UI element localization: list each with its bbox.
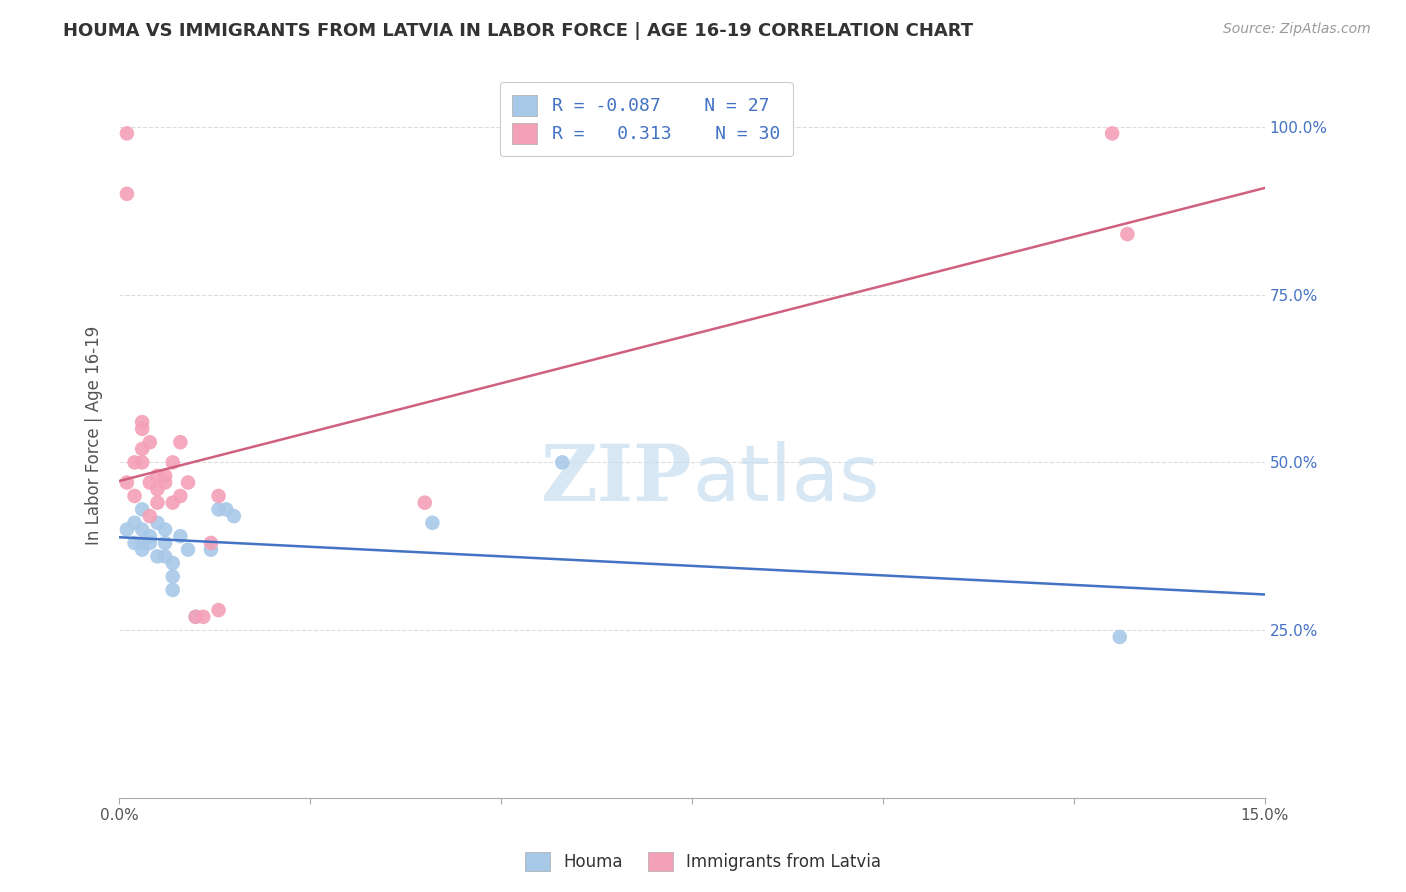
Point — [177, 475, 200, 490]
Point — [131, 542, 153, 557]
Point — [115, 523, 138, 537]
Y-axis label: In Labor Force | Age 16-19: In Labor Force | Age 16-19 — [86, 326, 103, 545]
Point — [162, 582, 184, 597]
Legend: Houma, Immigrants from Latvia: Houma, Immigrants from Latvia — [516, 843, 890, 880]
Point — [1108, 630, 1130, 644]
Point — [200, 536, 222, 550]
Point — [131, 455, 153, 469]
Point — [115, 475, 138, 490]
Point — [162, 455, 184, 469]
Text: ZIP: ZIP — [540, 441, 692, 517]
Point — [131, 415, 153, 429]
Point — [124, 455, 146, 469]
Point — [139, 529, 162, 543]
Point — [153, 475, 176, 490]
Point — [131, 422, 153, 436]
Point — [146, 496, 169, 510]
Point — [131, 442, 153, 456]
Point — [153, 536, 176, 550]
Point — [222, 509, 245, 524]
Legend: R = -0.087    N = 27, R =   0.313    N = 30: R = -0.087 N = 27, R = 0.313 N = 30 — [499, 82, 793, 156]
Point — [139, 536, 162, 550]
Point — [1101, 127, 1123, 141]
Point — [200, 542, 222, 557]
Point — [207, 502, 229, 516]
Point — [184, 609, 207, 624]
Point — [207, 489, 229, 503]
Point — [551, 455, 574, 469]
Text: Source: ZipAtlas.com: Source: ZipAtlas.com — [1223, 22, 1371, 37]
Point — [169, 435, 191, 450]
Point — [193, 609, 215, 624]
Point — [146, 468, 169, 483]
Point — [169, 489, 191, 503]
Point — [162, 556, 184, 570]
Point — [146, 516, 169, 530]
Point — [124, 536, 146, 550]
Point — [215, 502, 238, 516]
Point — [146, 482, 169, 496]
Point — [131, 536, 153, 550]
Text: HOUMA VS IMMIGRANTS FROM LATVIA IN LABOR FORCE | AGE 16-19 CORRELATION CHART: HOUMA VS IMMIGRANTS FROM LATVIA IN LABOR… — [63, 22, 973, 40]
Point — [162, 569, 184, 583]
Point — [131, 523, 153, 537]
Point — [422, 516, 444, 530]
Point — [177, 542, 200, 557]
Point — [146, 549, 169, 564]
Text: atlas: atlas — [692, 441, 880, 517]
Point — [124, 489, 146, 503]
Point — [207, 603, 229, 617]
Point — [162, 496, 184, 510]
Point — [115, 186, 138, 201]
Point — [153, 523, 176, 537]
Point — [153, 549, 176, 564]
Point — [413, 496, 436, 510]
Point — [139, 475, 162, 490]
Point — [169, 529, 191, 543]
Point — [115, 127, 138, 141]
Point — [1116, 227, 1139, 241]
Point — [139, 435, 162, 450]
Point — [184, 609, 207, 624]
Point — [124, 516, 146, 530]
Point — [131, 502, 153, 516]
Point — [139, 509, 162, 524]
Point — [153, 468, 176, 483]
